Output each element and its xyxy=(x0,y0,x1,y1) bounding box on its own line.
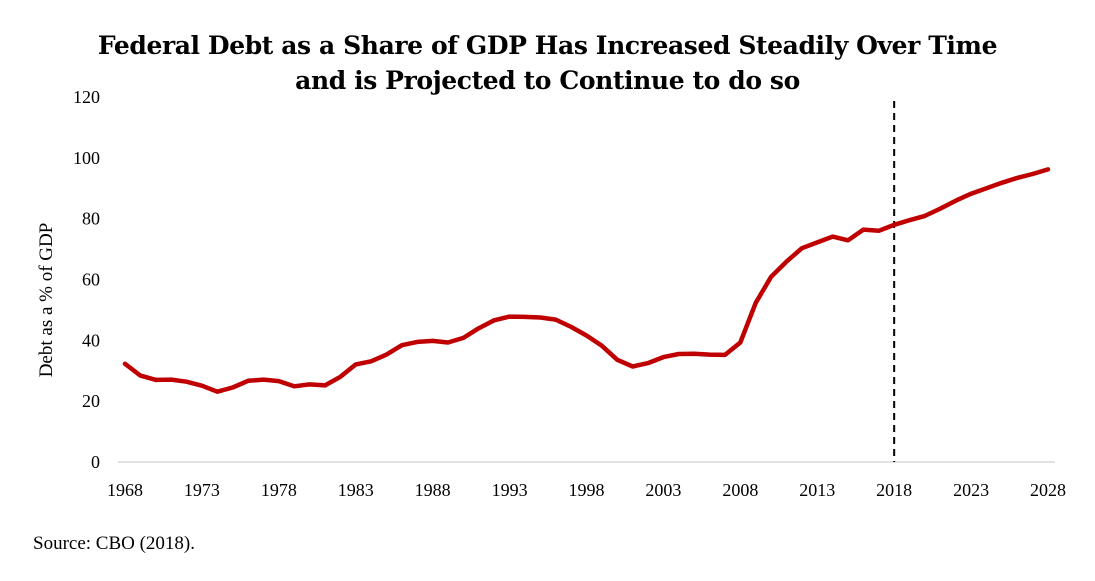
y-tick-label: 0 xyxy=(91,452,100,472)
x-tick-label: 2023 xyxy=(953,480,989,500)
source-note: Source: CBO (2018). xyxy=(33,533,196,554)
chart-title: Federal Debt as a Share of GDP Has Incre… xyxy=(0,28,1095,98)
y-tick-label: 100 xyxy=(73,148,100,168)
x-tick-label: 1983 xyxy=(338,480,374,500)
y-tick-label: 120 xyxy=(73,87,100,107)
y-tick-label: 80 xyxy=(82,209,100,229)
chart-title-line-2: and is Projected to Continue to do so xyxy=(295,66,800,95)
x-tick-label: 2013 xyxy=(799,480,835,500)
x-tick-label: 1993 xyxy=(492,480,528,500)
x-axis-tick-labels: 1968 1973 1978 1983 1988 1993 1998 2003 2008 2013… xyxy=(107,480,1066,500)
y-tick-label: 20 xyxy=(82,391,100,411)
x-tick-label: 1973 xyxy=(184,480,220,500)
x-tick-label: 1978 xyxy=(261,480,297,500)
y-tick-label: 60 xyxy=(82,270,100,290)
y-axis-label: Debt as a % of GDP xyxy=(36,223,57,378)
x-tick-label: 1968 xyxy=(107,480,143,500)
series-line-debt-share xyxy=(122,167,1051,394)
x-tick-label: 1998 xyxy=(569,480,605,500)
x-tick-label: 2003 xyxy=(645,480,681,500)
chart-title-line-1: Federal Debt as a Share of GDP Has Incre… xyxy=(97,31,998,60)
y-axis-tick-labels: 0 20 40 60 80 100 120 xyxy=(73,87,100,472)
x-tick-label: 2008 xyxy=(722,480,758,500)
x-tick-label: 1988 xyxy=(415,480,451,500)
x-tick-label: 2018 xyxy=(876,480,912,500)
x-tick-label: 2028 xyxy=(1030,480,1066,500)
y-tick-label: 40 xyxy=(82,330,100,350)
